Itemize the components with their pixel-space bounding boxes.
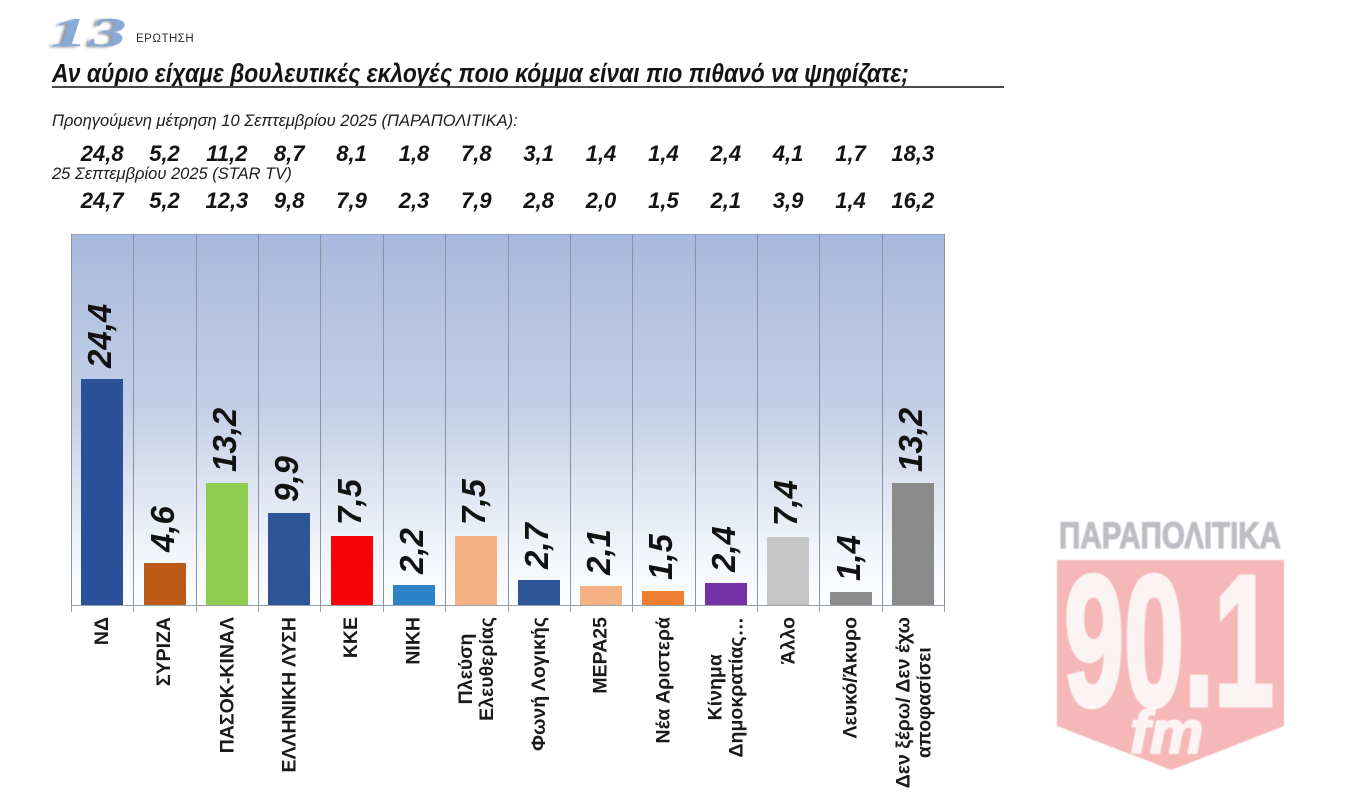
svg-text:ΠΑΡΑΠΟΛΙΤΙΚΑ: ΠΑΡΑΠΟΛΙΤΙΚΑ [1059, 515, 1281, 556]
svg-text:90.1: 90.1 [1064, 538, 1274, 745]
svg-text:fm: fm [1130, 699, 1203, 766]
